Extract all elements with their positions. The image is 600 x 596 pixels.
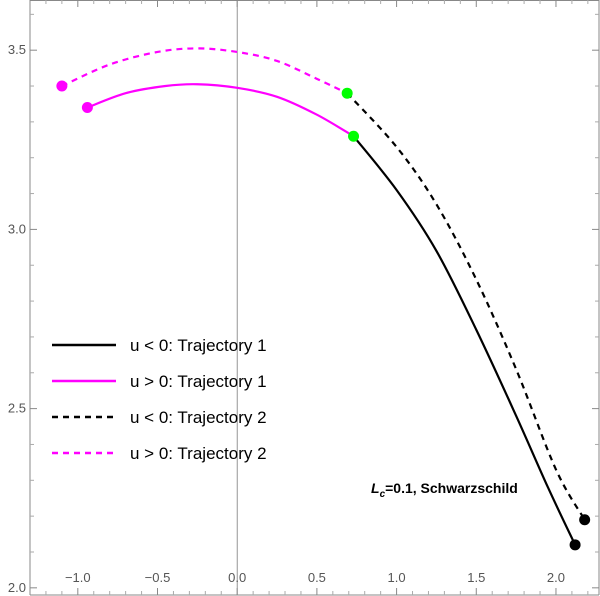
x-tick-label: 0.5 <box>308 570 326 585</box>
legend-label-1: u < 0: Trajectory 1 <box>130 336 267 355</box>
marker-point-4 <box>341 87 353 99</box>
x-tick-label: 1.5 <box>467 570 485 585</box>
annotation-subscript: c <box>380 489 386 500</box>
x-tick-label: 2.0 <box>547 570 565 585</box>
x-tick-label: −1.0 <box>65 570 91 585</box>
legend: u < 0: Trajectory 1 u > 0: Trajectory 1 u … <box>52 336 267 463</box>
series-line-3 <box>346 92 586 521</box>
marker-layer <box>56 80 591 551</box>
x-tick-label: −0.5 <box>145 570 171 585</box>
marker-point-2 <box>56 80 68 92</box>
y-tick-label: 2.0 <box>8 580 26 595</box>
x-tick-label: 1.0 <box>388 570 406 585</box>
legend-label-3: u < 0: Trajectory 2 <box>130 408 267 427</box>
marker-point-5 <box>569 539 581 551</box>
series-line-2 <box>86 83 355 138</box>
marker-point-6 <box>579 514 591 526</box>
annotation-rest: =0.1, Schwarzschild <box>385 480 518 496</box>
legend-label-2: u > 0: Trajectory 1 <box>130 372 267 391</box>
axis-ticks: −1.0 −0.5 0.0 0.5 1.0 1.5 2.0 2.0 2.5 3.0 3.5 <box>8 0 599 595</box>
legend-label-4: u > 0: Trajectory 2 <box>130 444 267 463</box>
y-tick-label: 3.5 <box>8 42 26 57</box>
x-tick-label: 0.0 <box>228 570 246 585</box>
annotation-label: Lc=0.1, Schwarzschild <box>371 480 518 500</box>
plot-frame <box>29 0 600 596</box>
series-line-1 <box>352 135 577 546</box>
series-layer <box>61 47 586 546</box>
y-tick-label: 2.5 <box>8 401 26 416</box>
annotation-main: L <box>371 480 380 496</box>
y-tick-label: 3.0 <box>8 221 26 236</box>
series-line-4 <box>61 47 348 95</box>
marker-point-1 <box>81 102 93 114</box>
marker-point-3 <box>348 130 360 142</box>
